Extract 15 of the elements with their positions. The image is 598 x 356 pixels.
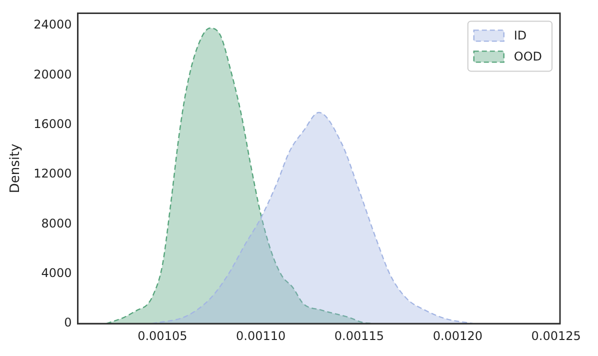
y-tick-label: 0 [64,316,72,330]
y-tick-label: 20000 [34,67,72,82]
y-tick-label: 24000 [34,18,72,32]
y-axis-title: Density [8,143,24,194]
x-tick-label: 0.00105 [138,328,188,343]
y-tick-label: 16000 [34,117,72,132]
y-tick-label: 8000 [41,216,72,230]
legend-label: OOD [514,49,542,64]
x-tick-label: 0.00125 [531,328,581,343]
y-tick-label: 12000 [34,166,72,181]
x-tick-label: 0.00110 [236,328,286,343]
legend-label: ID [514,28,527,42]
y-tick-label: 4000 [41,266,72,280]
x-tick-label: 0.00115 [334,328,384,343]
x-tick-label: 0.00120 [432,328,482,343]
